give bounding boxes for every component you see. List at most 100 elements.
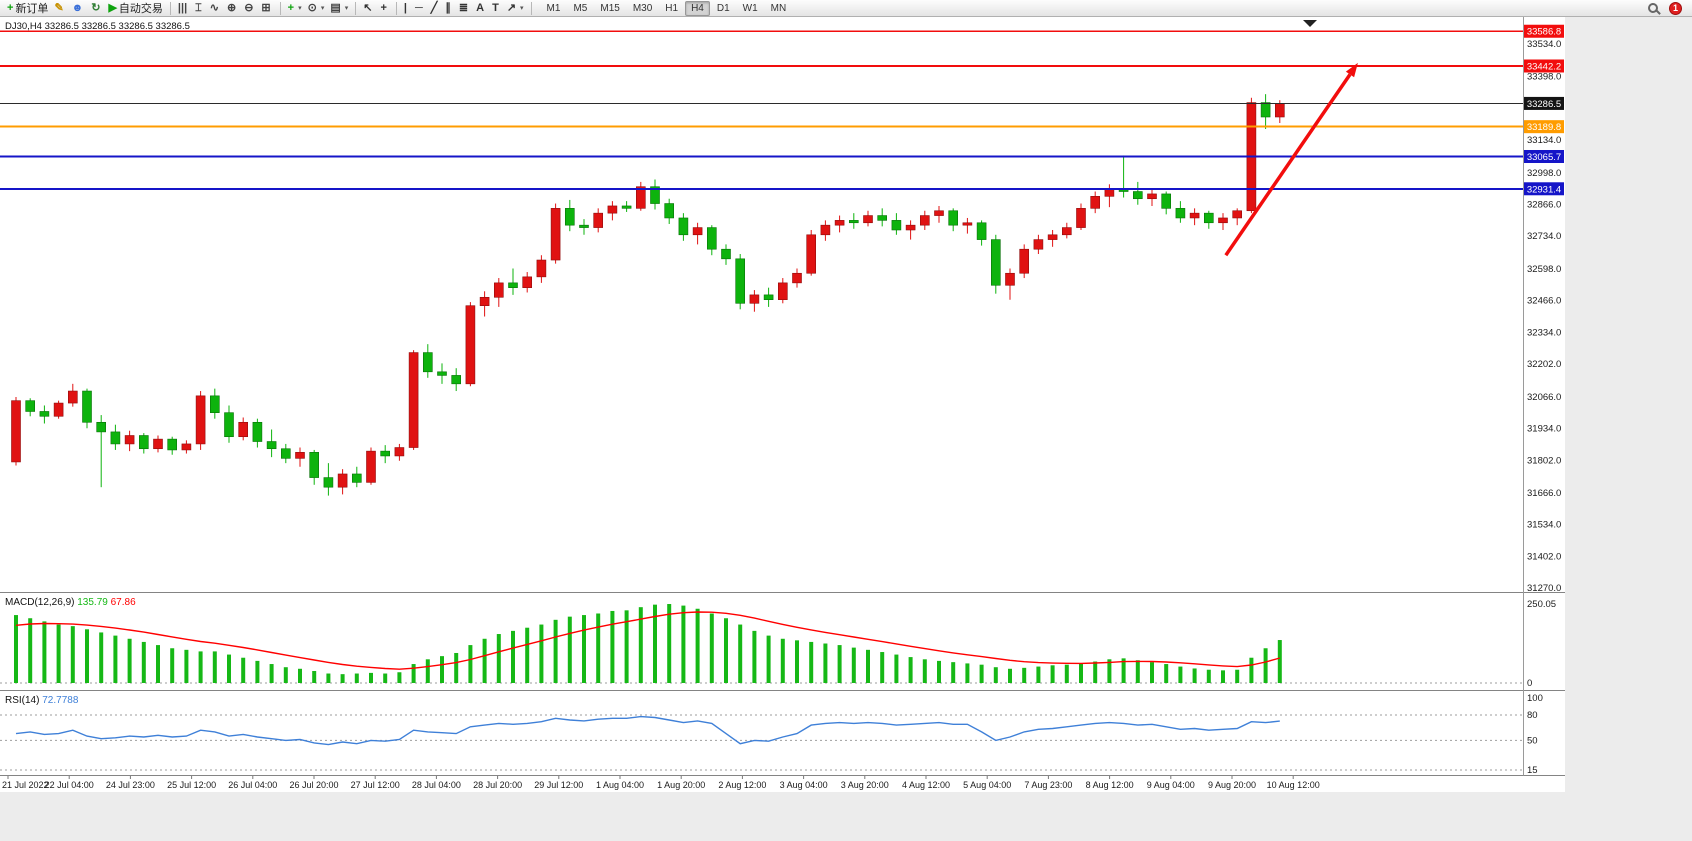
autotrading-button[interactable]: ▶ 自动交易: [105, 1, 165, 16]
crosshair-icon-glyph: +: [380, 1, 387, 14]
search-button[interactable]: [1648, 3, 1658, 13]
svg-text:33398.0: 33398.0: [1527, 72, 1561, 83]
toolbar-separator: [355, 1, 357, 15]
chart-shift-marker[interactable]: [1303, 20, 1317, 27]
notification-badge[interactable]: 1: [1669, 1, 1682, 15]
zoom-out-icon[interactable]: ⊖: [241, 1, 258, 16]
tile-windows-icon-glyph: ⊞: [261, 1, 271, 14]
price-badge-33442.2: [1524, 59, 1564, 73]
autotrading-button-glyph: ▶: [108, 1, 117, 14]
crosshair-icon[interactable]: +: [377, 1, 391, 16]
svg-text:4 Aug 12:00: 4 Aug 12:00: [902, 780, 950, 790]
timeframe-button-mn[interactable]: MN: [770, 2, 787, 14]
arrows-icon-glyph: ↗: [506, 1, 517, 14]
indicators-icon[interactable]: + ▾: [285, 1, 305, 16]
svg-text:33189.8: 33189.8: [1527, 122, 1561, 133]
new-order-button[interactable]: + 新订单: [4, 1, 51, 16]
svg-text:1 Aug 20:00: 1 Aug 20:00: [657, 780, 705, 790]
timeframe-button-d1[interactable]: D1: [716, 2, 730, 14]
candlestick-chart-icon[interactable]: ⌶: [192, 1, 207, 16]
svg-text:32202.0: 32202.0: [1527, 359, 1561, 370]
svg-text:15: 15: [1527, 765, 1538, 776]
svg-text:27 Jul 12:00: 27 Jul 12:00: [351, 780, 400, 790]
svg-text:33065.7: 33065.7: [1527, 152, 1561, 163]
timeframe-button-m30[interactable]: M30: [632, 2, 653, 14]
dropdown-arrow-icon: ▾: [344, 5, 349, 12]
indicators-icon-glyph: +: [287, 1, 295, 14]
svg-text:3 Aug 04:00: 3 Aug 04:00: [780, 780, 828, 790]
timeframe-button-m5[interactable]: M5: [573, 2, 588, 14]
toolbar-separator: [169, 1, 171, 15]
timeframe-button-m15[interactable]: M15: [600, 2, 620, 14]
toolbar: + 新订单 ✎ ☻ ↻ ▶ 自动交易 ||| ⌶ ∿ ⊕ ⊖ ⊞ + ▾ ⊙ ▾ ▤ ▾ ↖ + | ─ ╱ ∥ ≣ A T ↗ ▾ M1…: [0, 0, 1692, 17]
price-badge-32931.4: [1524, 182, 1564, 196]
zoom-in-icon[interactable]: ⊕: [224, 1, 241, 16]
zoom-out-icon-glyph: ⊖: [244, 1, 254, 14]
svg-text:9 Aug 04:00: 9 Aug 04:00: [1147, 780, 1195, 790]
timeframe-button-w1[interactable]: W1: [742, 2, 758, 14]
svg-text:26 Jul 20:00: 26 Jul 20:00: [289, 780, 338, 790]
svg-text:32334.0: 32334.0: [1527, 327, 1561, 338]
svg-text:100: 100: [1527, 693, 1543, 704]
svg-text:9 Aug 20:00: 9 Aug 20:00: [1208, 780, 1256, 790]
trendline-icon-glyph: ╱: [430, 1, 438, 14]
line-chart-icon[interactable]: ∿: [207, 1, 224, 16]
vertical-line-icon[interactable]: |: [401, 1, 412, 16]
periods-icon[interactable]: ⊙ ▾: [305, 1, 328, 16]
timeframe-button-m1[interactable]: M1: [546, 2, 561, 14]
svg-text:33534.0: 33534.0: [1527, 39, 1561, 50]
bar-chart-icon[interactable]: |||: [175, 1, 192, 16]
svg-text:32866.0: 32866.0: [1527, 200, 1561, 211]
chart-canvas[interactable]: 33534.0 33398.0 33134.0 32998.0 32866.0 32734…: [0, 17, 1565, 792]
svg-text:1 Aug 04:00: 1 Aug 04:00: [596, 780, 644, 790]
svg-text:22 Jul 04:00: 22 Jul 04:00: [45, 780, 94, 790]
autotrading-button-label: 自动交易: [118, 3, 163, 15]
search-icon: [1648, 3, 1658, 13]
arrows-icon[interactable]: ↗ ▾: [504, 1, 527, 16]
rsi-label: RSI(14) 72.7788: [5, 695, 79, 706]
templates-icon[interactable]: ▤ ▾: [327, 1, 351, 16]
metaeditor-icon[interactable]: ✎: [51, 1, 68, 16]
svg-text:25 Jul 12:00: 25 Jul 12:00: [167, 780, 216, 790]
trend-arrow-annotation[interactable]: [1224, 62, 1358, 257]
svg-text:32598.0: 32598.0: [1527, 264, 1561, 275]
svg-text:33442.2: 33442.2: [1527, 61, 1561, 72]
macd-signal-line: [15, 611, 1280, 670]
svg-text:21 Jul 2022: 21 Jul 2022: [2, 780, 49, 790]
svg-text:32998.0: 32998.0: [1527, 168, 1561, 179]
candlestick-series: [11, 94, 1285, 496]
svg-text:31934.0: 31934.0: [1527, 424, 1561, 435]
svg-text:26 Jul 04:00: 26 Jul 04:00: [228, 780, 277, 790]
text-icon[interactable]: A: [473, 1, 489, 16]
cursor-icon[interactable]: ↖: [360, 1, 377, 16]
periods-icon-glyph: ⊙: [307, 1, 317, 14]
profile-icon-glyph: ☻: [71, 1, 84, 14]
line-chart-icon-glyph: ∿: [209, 1, 219, 14]
fibonacci-icon[interactable]: ≣: [456, 1, 473, 16]
svg-text:80: 80: [1527, 710, 1538, 721]
svg-text:28 Jul 20:00: 28 Jul 20:00: [473, 780, 522, 790]
svg-text:32066.0: 32066.0: [1527, 392, 1561, 403]
trendline-icon[interactable]: ╱: [428, 1, 443, 16]
price-badge-33065.7: [1524, 149, 1564, 163]
rsi-line: [15, 715, 1280, 746]
timeframe-button-h4[interactable]: H4: [685, 0, 710, 16]
candlestick-chart-icon-glyph: ⌶: [195, 1, 202, 14]
svg-text:32734.0: 32734.0: [1527, 231, 1561, 242]
horizontal-price-lines[interactable]: 33586.8 33442.2 33286.5 33189.8 33065.7 32931…: [0, 24, 1564, 196]
symbol-info-label: DJ30,H4 33286.5 33286.5 33286.5 33286.5: [5, 21, 190, 32]
text-label-icon[interactable]: T: [489, 1, 504, 16]
profile-icon[interactable]: ☻: [69, 1, 89, 16]
price-badge-33286.5: [1524, 96, 1564, 110]
horizontal-line-icon[interactable]: ─: [412, 1, 428, 16]
timeframe-button-h1[interactable]: H1: [665, 2, 679, 14]
refresh-icon[interactable]: ↻: [88, 1, 105, 16]
svg-text:32931.4: 32931.4: [1527, 184, 1561, 195]
svg-text:3 Aug 20:00: 3 Aug 20:00: [841, 780, 889, 790]
toolbar-items: + 新订单 ✎ ☻ ↻ ▶ 自动交易 ||| ⌶ ∿ ⊕ ⊖ ⊞ + ▾ ⊙ ▾ ▤ ▾ ↖ + | ─ ╱ ∥ ≣ A T ↗ ▾: [4, 1, 536, 16]
channel-icon[interactable]: ∥: [442, 1, 456, 16]
tile-windows-icon[interactable]: ⊞: [258, 1, 275, 16]
svg-text:31666.0: 31666.0: [1527, 488, 1561, 499]
horizontal-line-icon-glyph: ─: [414, 1, 423, 14]
